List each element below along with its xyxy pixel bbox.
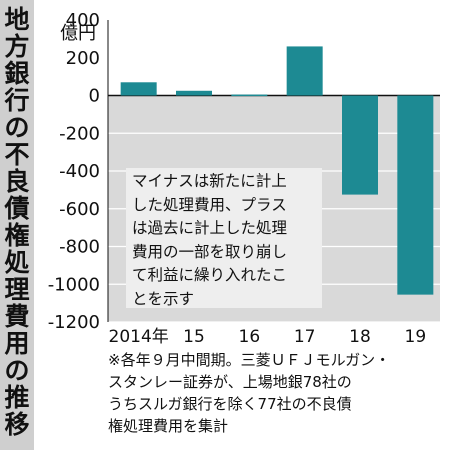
- bar: [120, 82, 157, 96]
- x-tick-label: 15: [183, 327, 205, 347]
- x-tick-labels: 2014年 15 16 17 18 19: [109, 327, 427, 347]
- x-tick-label: 2014年: [109, 327, 169, 347]
- bar: [397, 95, 434, 295]
- bar: [342, 95, 378, 195]
- title-panel: 地方銀行の不良債権処理費用の推移: [0, 0, 34, 450]
- y-tick-label: 0: [89, 86, 100, 107]
- y-tick-label: -1000: [48, 274, 100, 295]
- bar: [176, 90, 212, 96]
- bar: [286, 46, 323, 96]
- x-tick-label: 19: [405, 327, 427, 347]
- y-tick-label: -600: [59, 199, 100, 220]
- y-tick-labels: 400 200 0 -200 -400 -600 -800 -1000 -1200: [48, 10, 100, 333]
- y-tick-label: -1200: [48, 312, 100, 333]
- bars: [120, 46, 434, 295]
- y-tick-label: -200: [59, 123, 100, 144]
- chart-title: 地方銀行の不良債権処理費用の推移: [4, 5, 30, 439]
- y-tick-label: -800: [59, 237, 100, 258]
- y-tick-label: -400: [59, 161, 100, 182]
- x-tick-label: 16: [239, 327, 261, 347]
- bar: [231, 94, 268, 97]
- footnote: ※各年９月中間期。三菱ＵＦＪモルガン・ スタンレー証券が、上場地銀78社の うち…: [108, 351, 391, 435]
- y-unit-label: 億円: [60, 23, 96, 44]
- x-tick-label: 17: [294, 327, 316, 347]
- y-tick-label: 400: [66, 10, 100, 31]
- x-tick-label: 18: [349, 327, 371, 347]
- y-tick-label: 200: [66, 48, 100, 69]
- chart-annotation: マイナスは新たに計上 した処理費用、プラス は過去に計上した処理 費用の一部を取…: [126, 168, 322, 308]
